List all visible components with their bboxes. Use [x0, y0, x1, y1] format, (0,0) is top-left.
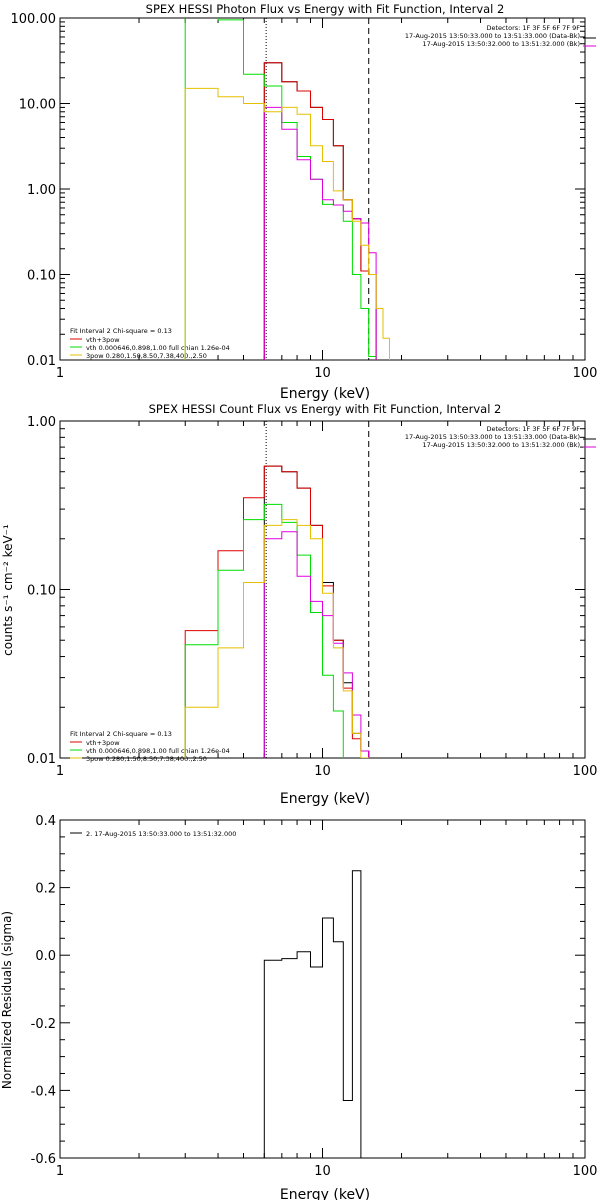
- photon-flux-y-tick-label: 0.01: [27, 354, 56, 369]
- photon-flux-y-tick-label: 1.00: [27, 183, 56, 198]
- photon-flux-series-0-histogram: [263, 62, 377, 360]
- count-flux-legend-label-2: vth 0.000646,0.898,1.00 full chian 1.26e…: [86, 747, 230, 755]
- photon-flux-legend-label-3: 3pow 0.280,1.50,8.50,7.38,400.,2.50: [86, 352, 207, 360]
- photon-flux-xlabel: Energy (keV): [280, 386, 370, 402]
- residuals-x-tick-label: 100: [573, 1164, 598, 1179]
- count-flux-series-1-histogram: [184, 465, 370, 758]
- photon-flux-panel: SPEX HESSI Photon Flux vs Energy with Fi…: [11, 2, 598, 402]
- residuals-y-tick-label: 0.4: [35, 814, 56, 829]
- photon-flux-series-1-histogram: [263, 62, 377, 360]
- residuals-y-tick-label: 0.2: [35, 882, 56, 897]
- count-flux-ylabel: counts s⁻¹ cm⁻² keV⁻¹: [1, 524, 15, 656]
- count-flux-y-tick-label: 0.01: [27, 752, 56, 767]
- count-flux-detectors: Detectors: 1F 3F 5F 6F 7F 9F: [486, 425, 580, 433]
- count-flux-x-tick-label: 100: [573, 764, 598, 779]
- photon-flux-detectors: Detectors: 1F 3F 5F 6F 7F 9F: [486, 24, 580, 32]
- photon-flux-bk-interval: 17-Aug-2015 13:50:32.000 to 13:51:32.000…: [423, 40, 580, 48]
- residuals-legend-label: 2. 17-Aug-2015 13:50:33.000 to 13:51:32.…: [86, 830, 236, 838]
- residuals-ylabel: Normalized Residuals (sigma): [0, 911, 14, 1089]
- residuals-y-tick-label: -0.2: [31, 1017, 56, 1032]
- residuals-x-tick-label: 1: [56, 1164, 64, 1179]
- photon-flux-series-2-histogram: [184, 18, 377, 360]
- photon-flux-x-tick-label: 1: [56, 366, 64, 381]
- photon-flux-x-tick-label: 10: [314, 366, 331, 381]
- photon-flux-legend-label-1: vth+3pow: [86, 336, 120, 344]
- count-flux-series-3-histogram: [263, 531, 370, 758]
- count-flux-bk-interval: 17-Aug-2015 13:50:32.000 to 13:51:32.000…: [423, 441, 580, 449]
- count-flux-y-tick-label: 1.00: [27, 415, 56, 430]
- count-flux-legend-heading: Fit Interval 2 Chi-square = 0.13: [70, 730, 172, 738]
- residuals-panel: Energy (keV) Normalized Residuals (sigma…: [0, 814, 597, 1200]
- residuals-y-tick-label: 0.0: [35, 949, 56, 964]
- count-flux-series-0-histogram: [263, 465, 370, 758]
- photon-flux-x-tick-label: 100: [573, 366, 598, 381]
- photon-flux-legend-label-2: vth 0.000646,0.898,1.00 full chian 1.26e…: [86, 344, 230, 352]
- residuals-series-0-histogram: [263, 870, 362, 1158]
- photon-flux-title: SPEX HESSI Photon Flux vs Energy with Fi…: [146, 2, 505, 16]
- count-flux-title: SPEX HESSI Count Flux vs Energy with Fit…: [149, 402, 502, 416]
- count-flux-x-tick-label: 10: [314, 764, 331, 779]
- count-flux-series-2-histogram: [184, 503, 344, 758]
- residuals-plot-frame: [59, 819, 586, 1159]
- photon-flux-series-3-histogram: [263, 106, 377, 360]
- photon-flux-series-4-histogram: [184, 87, 390, 360]
- count-flux-legend-label-1: vth+3pow: [86, 739, 120, 747]
- photon-flux-y-tick-label: 10.00: [19, 98, 56, 113]
- count-flux-data-interval: 17-Aug-2015 13:50:33.000 to 13:51:33.000…: [405, 433, 580, 441]
- count-flux-legend-label-3: 3pow 0.280,1.50,8.50,7.38,400.,2.50: [86, 755, 207, 763]
- photon-flux-y-tick-label: 0.10: [27, 269, 56, 284]
- residuals-xlabel: Energy (keV): [280, 1187, 370, 1200]
- count-flux-series-4-histogram: [184, 519, 370, 758]
- photon-flux-data-interval: 17-Aug-2015 13:50:33.000 to 13:51:33.000…: [405, 32, 580, 40]
- residuals-x-tick-label: 10: [314, 1164, 331, 1179]
- count-flux-y-tick-label: 0.10: [27, 584, 56, 599]
- count-flux-x-tick-label: 1: [56, 764, 64, 779]
- photon-flux-y-tick-label: 100.00: [11, 12, 57, 27]
- photon-flux-legend-heading: Fit Interval 2 Chi-square = 0.13: [70, 327, 172, 335]
- residuals-y-tick-label: -0.6: [31, 1152, 56, 1167]
- count-flux-panel: SPEX HESSI Count Flux vs Energy with Fit…: [1, 402, 597, 807]
- count-flux-xlabel: Energy (keV): [280, 791, 370, 807]
- residuals-y-tick-label: -0.4: [31, 1084, 56, 1099]
